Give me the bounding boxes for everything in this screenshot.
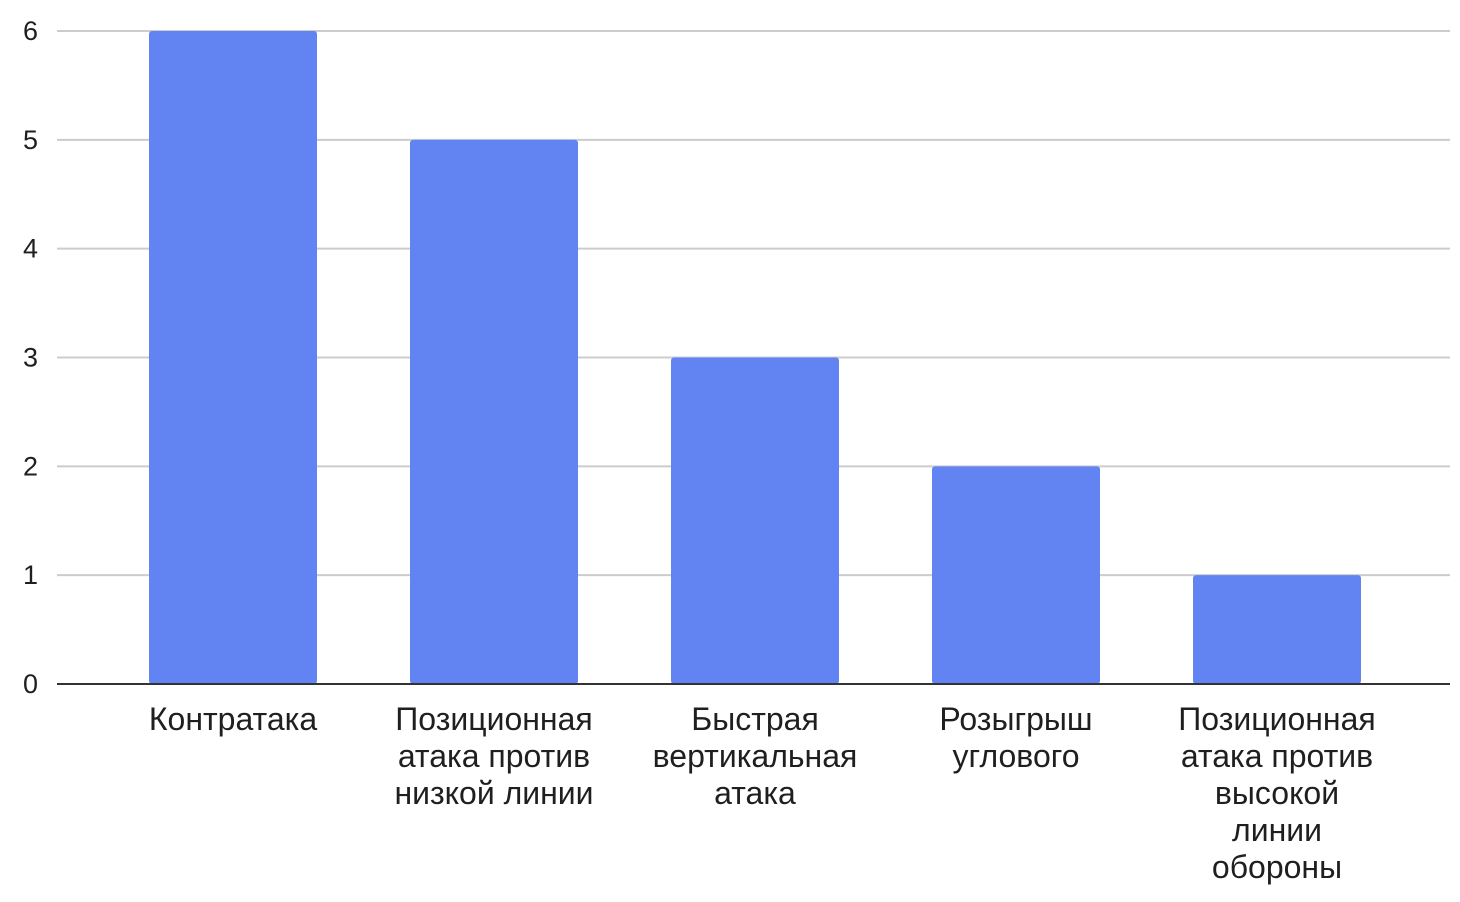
x-tick-label: Розыгрыш углового (939, 701, 1092, 774)
x-tick-label-line: атака (714, 775, 796, 811)
y-tick-label: 0 (23, 669, 38, 699)
x-tick-label-line: Розыгрыш (939, 701, 1092, 737)
y-tick-label: 1 (23, 560, 38, 590)
x-tick-label-line: вертикальная (653, 738, 858, 774)
y-tick-label: 3 (23, 343, 38, 373)
x-tick-label-line: обороны (1212, 849, 1342, 885)
bar (932, 466, 1100, 684)
x-tick-label-line: линии (1232, 812, 1322, 848)
bar (671, 357, 839, 684)
x-tick-label-line: высокой (1215, 775, 1339, 811)
y-axis-ticks: 0 1 2 3 4 5 6 (23, 16, 38, 699)
y-tick-label: 6 (23, 16, 38, 46)
x-tick-label-line: Контратака (149, 701, 317, 737)
x-tick-label-line: Позиционная (395, 701, 592, 737)
bar (149, 31, 317, 684)
x-tick-label: Позиционная атака против высокой линии оборо… (1178, 701, 1375, 885)
x-tick-label-line: атака против (1181, 738, 1373, 774)
x-tick-label: Быстрая вертикальная атака (653, 701, 858, 811)
x-tick-label: Контратака (149, 701, 317, 737)
bars (149, 31, 1361, 685)
bar (410, 139, 578, 685)
y-tick-label: 4 (23, 234, 38, 264)
x-tick-label: Позиционная атака против низкой линии (394, 701, 593, 811)
x-axis-labels: Контратака Позиционная атака против низкой … (149, 701, 1376, 885)
x-tick-label-line: Позиционная (1178, 701, 1375, 737)
x-tick-label-line: низкой линии (394, 775, 593, 811)
y-tick-label: 2 (23, 451, 38, 481)
bar (1193, 575, 1361, 684)
x-tick-label-line: Быстрая (691, 701, 819, 737)
x-tick-label-line: углового (953, 738, 1080, 774)
x-tick-label-line: атака против (398, 738, 590, 774)
y-tick-label: 5 (23, 125, 38, 155)
